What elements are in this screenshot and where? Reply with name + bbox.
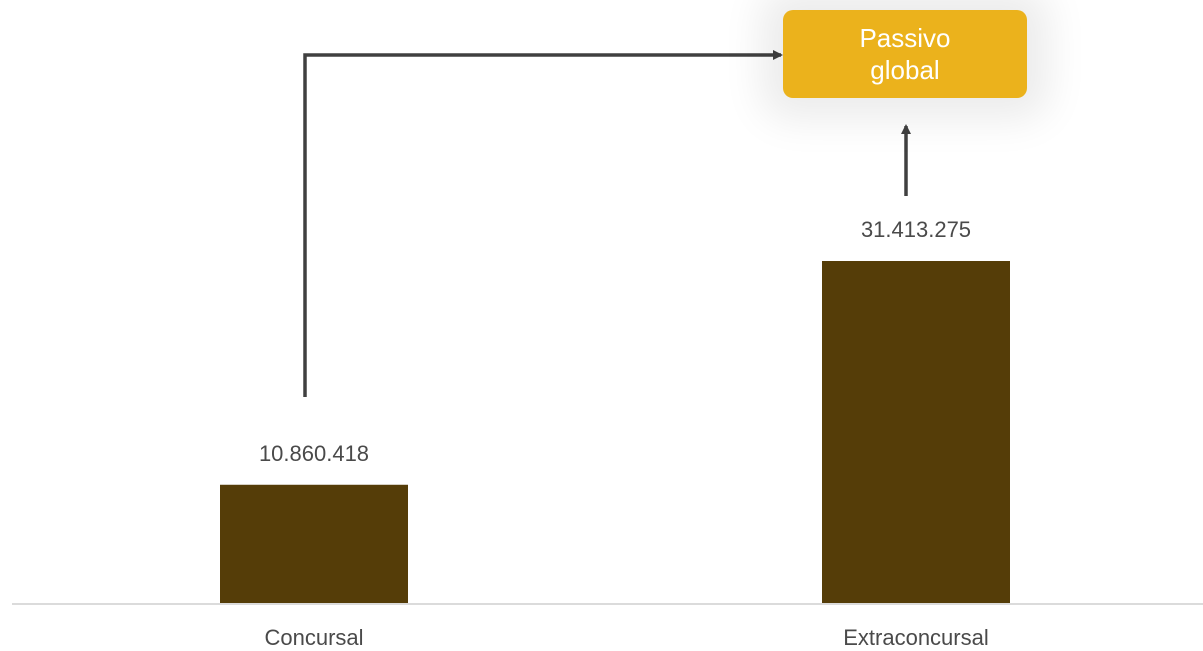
value-label-extraconcursal: 31.413.275: [861, 217, 971, 242]
bar-concursal: [220, 484, 408, 603]
callout-label: Passivo global: [859, 23, 951, 85]
x-tick-label-concursal: Concursal: [264, 625, 363, 650]
passivo-global-callout: Passivo global: [783, 10, 1027, 98]
labels-layer: 10.860.418 Concursal 31.413.275 Extraconcur…: [259, 217, 989, 650]
x-tick-label-extraconcursal: Extraconcursal: [843, 625, 989, 650]
bar-extraconcursal: [822, 261, 1010, 603]
bars-layer: [220, 261, 1010, 603]
value-label-concursal: 10.860.418: [259, 441, 369, 466]
arrow-concursal-to-callout: [303, 50, 783, 397]
